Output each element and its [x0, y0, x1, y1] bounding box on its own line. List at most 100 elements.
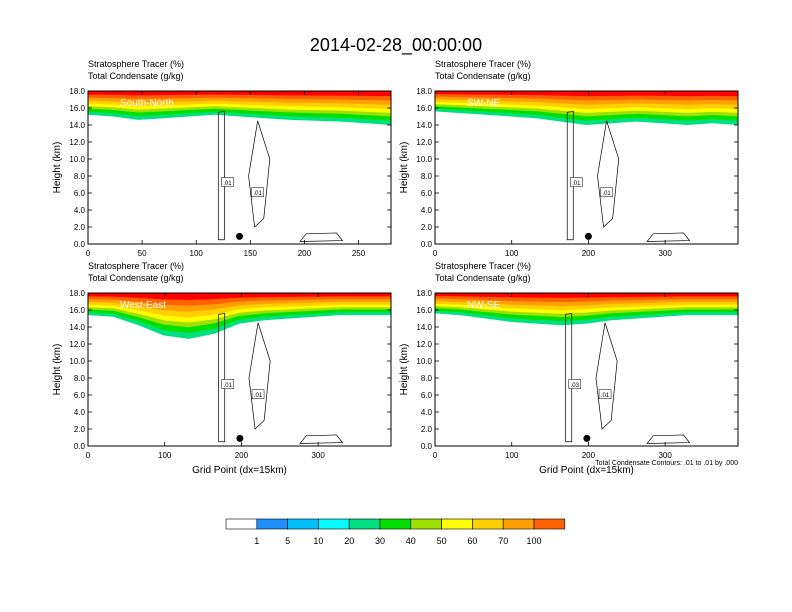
y-axis-label: Height (km) — [52, 344, 63, 396]
figure-title: 2014-02-28_00:00:00 — [310, 35, 482, 56]
y-tick-label: 2.0 — [421, 223, 433, 232]
colorbar-cell — [502, 518, 535, 530]
x-tick-label: 100 — [158, 451, 172, 460]
y-tick-label: 16.0 — [416, 306, 432, 315]
y-tick-label: 8.0 — [74, 374, 86, 383]
contour-label-box — [598, 389, 612, 399]
plot-frame — [434, 90, 739, 245]
y-tick-label: 4.0 — [74, 206, 86, 215]
condensate-contour-3 — [646, 232, 691, 242]
section-label: NW-SE — [467, 300, 500, 311]
contour-label: .03 — [571, 383, 580, 389]
header-condensate: Total Condensate (g/kg) — [435, 273, 531, 283]
colorbar-cell — [287, 518, 319, 530]
x-tick-label: 200 — [235, 451, 249, 460]
contour-label-box — [251, 389, 265, 399]
header-tracer: Stratosphere Tracer (%) — [88, 59, 184, 69]
x-axis-label: Grid Point (dx=15km) — [539, 465, 634, 476]
panel-2: Stratosphere Tracer (%) Total Condensate … — [399, 59, 739, 258]
plot-frame — [87, 90, 392, 245]
contour-label: .01 — [601, 393, 610, 399]
condensate-contour-3 — [299, 232, 344, 242]
y-tick-label: 0.0 — [74, 240, 86, 249]
header-condensate: Total Condensate (g/kg) — [88, 71, 184, 81]
x-tick-label: 0 — [86, 249, 91, 258]
header-tracer: Stratosphere Tracer (%) — [435, 59, 531, 69]
colorbar-label: 60 — [467, 536, 477, 546]
x-tick-label: 0 — [433, 451, 438, 460]
condensate-contour-1 — [218, 312, 226, 443]
section-label: South-North — [120, 98, 174, 109]
x-tick-label: 250 — [352, 249, 366, 258]
plot-frame — [434, 292, 739, 447]
x-tick-label: 300 — [311, 451, 325, 460]
contour-label-box — [600, 187, 613, 197]
tracer-band-8 — [88, 293, 391, 300]
y-tick-label: 8.0 — [74, 172, 86, 181]
colorbar-cell — [318, 518, 350, 530]
contour-label: .01 — [572, 181, 581, 187]
y-tick-label: 16.0 — [416, 104, 432, 113]
y-axis-label: Height (km) — [52, 142, 63, 194]
x-tick-label: 100 — [505, 249, 519, 258]
contour-label: .01 — [254, 191, 263, 197]
contour-label: .01 — [602, 191, 611, 197]
y-tick-label: 10.0 — [69, 155, 85, 164]
y-tick-label: 18.0 — [416, 289, 432, 298]
y-tick-label: 8.0 — [421, 374, 433, 383]
y-tick-label: 6.0 — [74, 391, 86, 400]
y-tick-label: 10.0 — [69, 357, 85, 366]
panel-1: Stratosphere Tracer (%) Total Condensate … — [52, 59, 392, 258]
y-tick-label: 14.0 — [416, 121, 432, 130]
colorbar-cell — [256, 518, 288, 530]
x-tick-label: 300 — [658, 249, 672, 258]
colorbar-label: 1 — [254, 536, 259, 546]
y-tick-label: 10.0 — [416, 155, 432, 164]
y-tick-label: 6.0 — [74, 189, 86, 198]
colorbar-label: 50 — [437, 536, 447, 546]
y-tick-label: 18.0 — [416, 87, 432, 96]
y-tick-label: 18.0 — [69, 289, 85, 298]
colorbar-label: 70 — [498, 536, 508, 546]
panel-4: Stratosphere Tracer (%) Total Condensate … — [399, 261, 739, 476]
x-axis-label: Grid Point (dx=15km) — [192, 465, 287, 476]
panels: Stratosphere Tracer (%) Total Condensate … — [52, 59, 739, 476]
colorbar-label: 30 — [375, 536, 385, 546]
colorbar-cell — [379, 518, 412, 530]
y-tick-label: 2.0 — [74, 223, 86, 232]
y-tick-label: 4.0 — [74, 408, 86, 417]
header-condensate: Total Condensate (g/kg) — [435, 71, 531, 81]
location-marker — [584, 232, 592, 240]
condensate-contour-2 — [597, 120, 620, 228]
condensate-contour-2 — [248, 322, 271, 430]
colorbar-cell — [410, 518, 442, 530]
y-tick-label: 6.0 — [421, 391, 433, 400]
section-label: SW-NE — [467, 98, 500, 109]
x-tick-label: 200 — [298, 249, 312, 258]
x-tick-label: 0 — [86, 451, 91, 460]
x-tick-label: 50 — [138, 249, 147, 258]
y-tick-label: 2.0 — [74, 425, 86, 434]
panel-3: Stratosphere Tracer (%) Total Condensate … — [52, 261, 392, 476]
y-tick-label: 12.0 — [69, 138, 85, 147]
contour-note: Total Condensate Contours: .01 to .01 by… — [595, 460, 738, 467]
y-tick-label: 8.0 — [421, 172, 433, 181]
plot-frame — [87, 292, 392, 447]
y-tick-label: 16.0 — [69, 104, 85, 113]
tracer-band-8 — [435, 91, 738, 97]
y-tick-label: 10.0 — [416, 357, 432, 366]
colorbar: 1 5 10 20 30 40 50 60 70 100 — [225, 518, 566, 546]
colorbar-cell — [225, 518, 258, 530]
header-condensate: Total Condensate (g/kg) — [88, 273, 184, 283]
colorbar-label: 40 — [406, 536, 416, 546]
contour-label-box — [251, 187, 264, 197]
location-marker — [236, 434, 244, 442]
contour-label: .01 — [224, 383, 233, 389]
y-tick-label: 16.0 — [69, 306, 85, 315]
tracer-band-8 — [88, 91, 391, 97]
y-tick-label: 2.0 — [421, 425, 433, 434]
x-tick-label: 150 — [244, 249, 258, 258]
header-tracer: Stratosphere Tracer (%) — [435, 261, 531, 271]
contour-label-box — [221, 177, 234, 187]
